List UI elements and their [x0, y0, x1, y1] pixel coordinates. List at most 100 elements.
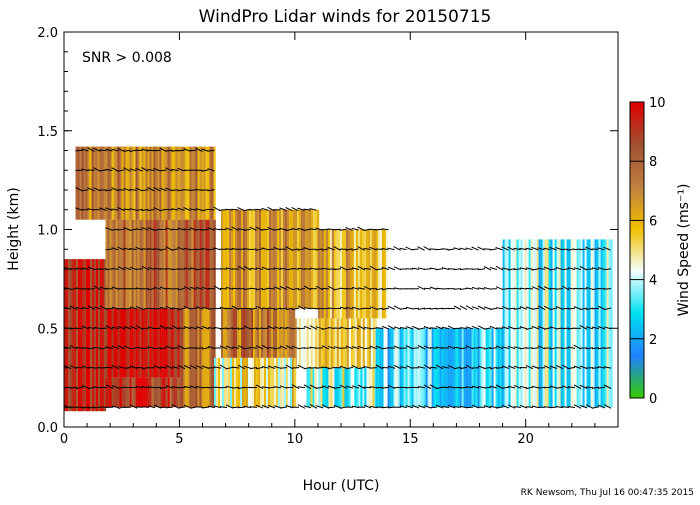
heatmap-column	[146, 147, 148, 220]
heatmap-column	[199, 309, 201, 408]
heatmap-column	[351, 318, 353, 367]
heatmap-column	[331, 318, 333, 367]
heatmap-column	[195, 309, 197, 408]
wind-vector	[160, 407, 167, 408]
heatmap-column	[373, 318, 375, 367]
wind-vector	[262, 328, 269, 329]
x-tick-label: 20	[517, 432, 534, 447]
heatmap-column	[537, 239, 539, 407]
heatmap-column	[152, 220, 154, 309]
heatmap-column	[327, 318, 329, 367]
heatmap-column	[128, 147, 130, 220]
heatmap-column	[569, 239, 571, 407]
wind-vector	[586, 269, 593, 270]
heatmap-column	[325, 318, 327, 367]
heatmap-column	[282, 358, 284, 407]
heatmap-column	[176, 220, 178, 309]
heatmap-column	[130, 378, 132, 408]
heatmap-column	[583, 239, 585, 407]
wind-vector	[94, 348, 101, 349]
wind-vector	[334, 229, 341, 230]
heatmap-column	[367, 318, 369, 367]
heatmap-column	[374, 230, 376, 319]
heatmap-column	[309, 210, 311, 309]
heatmap-column	[208, 147, 210, 220]
heatmap-column	[243, 309, 245, 358]
heatmap-column	[235, 309, 237, 358]
heatmap-column	[180, 220, 182, 309]
heatmap-column	[247, 210, 249, 309]
heatmap-column	[362, 230, 364, 319]
heatmap-column	[168, 378, 170, 408]
wind-vector	[586, 368, 593, 369]
heatmap-column	[108, 220, 110, 309]
heatmap-column	[196, 220, 198, 309]
heatmap-column	[154, 220, 156, 309]
wind-vector	[394, 288, 401, 289]
heatmap-column	[301, 318, 303, 367]
heatmap-column	[259, 309, 261, 358]
heatmap-column	[283, 210, 285, 309]
wind-vector	[508, 308, 515, 309]
heatmap-column	[132, 378, 134, 408]
wind-vector	[586, 387, 593, 388]
heatmap-column	[211, 309, 213, 408]
heatmap-column	[162, 220, 164, 309]
heatmap-column	[317, 318, 319, 367]
heatmap-column	[144, 378, 146, 408]
heatmap-column	[84, 147, 86, 220]
heatmap-column	[194, 220, 196, 309]
heatmap-column	[174, 220, 176, 309]
heatmap-column	[118, 220, 120, 309]
wind-vector	[430, 249, 437, 250]
heatmap-column	[541, 239, 543, 407]
heatmap-column	[170, 147, 172, 220]
heatmap-column	[239, 309, 241, 358]
heatmap-column	[333, 318, 335, 367]
heatmap-column	[553, 239, 555, 407]
heatmap-column	[273, 309, 275, 358]
heatmap-column	[124, 378, 126, 408]
heatmap-column	[206, 220, 208, 309]
heatmap-column	[189, 309, 191, 408]
heatmap-column	[80, 147, 82, 220]
wind-vector	[436, 269, 443, 270]
x-tick-label: 15	[402, 432, 419, 447]
heatmap-column	[224, 358, 226, 407]
heatmap-column	[68, 259, 70, 411]
heatmap-column	[310, 368, 312, 408]
heatmap-column	[559, 239, 561, 407]
heatmap-column	[245, 210, 247, 309]
wind-vector	[184, 229, 191, 230]
heatmap-column	[344, 230, 346, 319]
heatmap-column	[205, 309, 207, 408]
heatmap-column	[94, 259, 96, 411]
heatmap-column	[110, 220, 112, 309]
heatmap-column	[360, 230, 362, 319]
heatmap-column	[207, 309, 209, 408]
heatmap-column	[258, 358, 260, 407]
heatmap-column	[144, 147, 146, 220]
heatmap-column	[110, 147, 112, 220]
heatmap-column	[382, 230, 384, 319]
heatmap-column	[128, 220, 130, 309]
heatmap-column	[531, 239, 533, 407]
heatmap-column	[86, 147, 88, 220]
heatmap-column	[179, 309, 181, 408]
heatmap-column	[94, 147, 96, 220]
heatmap-column	[307, 318, 309, 367]
heatmap-column	[110, 378, 112, 408]
heatmap-column	[581, 239, 583, 407]
wind-vector	[472, 307, 479, 310]
wind-vector	[238, 407, 245, 408]
wind-vector	[412, 308, 419, 309]
wind-vector	[130, 190, 137, 191]
heatmap-column	[158, 378, 160, 408]
heatmap-column	[106, 220, 108, 309]
heatmap-column	[128, 378, 130, 408]
heatmap-column	[152, 147, 154, 220]
heatmap-column	[272, 358, 274, 407]
heatmap-column	[116, 147, 118, 220]
heatmap-column	[229, 210, 231, 309]
